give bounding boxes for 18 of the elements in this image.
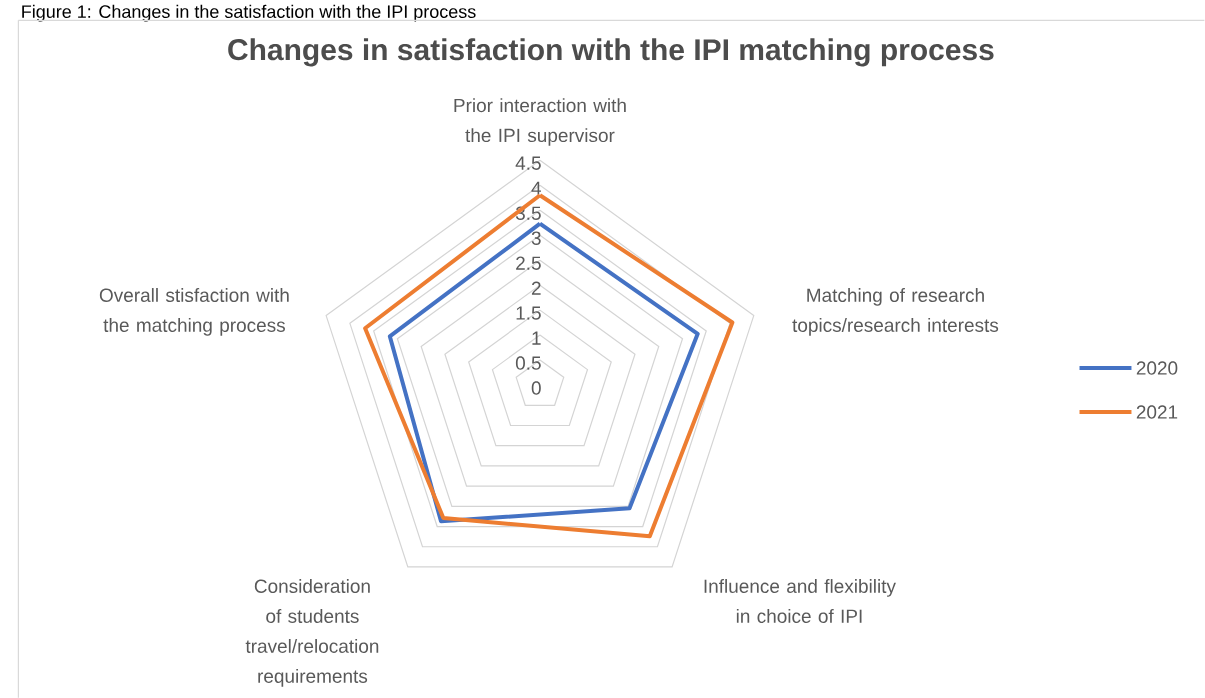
- spoke-label: Influence and flexibility in choice of IPI: [704, 578, 896, 623]
- y-tick-label: 4.5: [515, 156, 541, 170]
- y-tick-label: 0: [531, 381, 541, 395]
- chart-title: Changes in satisfaction with the IPI matching process: [228, 38, 994, 67]
- spoke-label: Matching of research topics/research interests: [792, 287, 999, 336]
- y-tick-label: 2: [531, 281, 541, 295]
- y-tick-label: 2.5: [516, 256, 541, 270]
- spoke-label: Overall stisfaction with the matching process: [99, 287, 289, 336]
- spoke-label: Prior interaction with the IPI supervisor: [454, 97, 626, 146]
- legend-label: 2020: [1136, 361, 1178, 375]
- y-tick-label: 0.5: [515, 356, 541, 370]
- y-tick-label: 1.5: [516, 306, 541, 320]
- y-tick-label: 1: [532, 331, 541, 345]
- caption: Figure 1: Changes in the satisfaction with the IPI process: [22, 4, 476, 22]
- y-tick-label: 3: [531, 231, 541, 245]
- legend-label: 2021: [1136, 405, 1178, 419]
- y-tick-label: 4: [531, 181, 541, 195]
- spoke-label: Consideration of students travel/relocation requirements: [245, 578, 379, 687]
